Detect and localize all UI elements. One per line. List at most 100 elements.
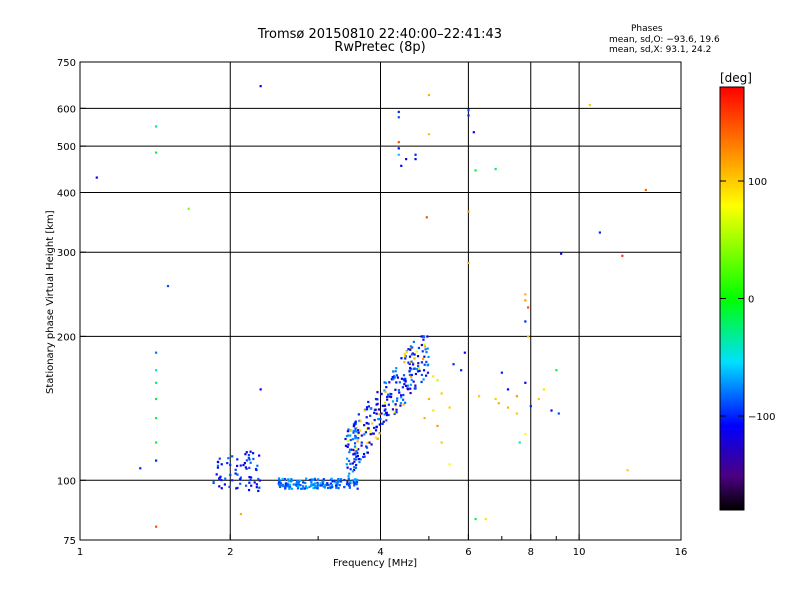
data-point — [234, 468, 237, 471]
data-point — [484, 517, 487, 521]
data-point — [384, 390, 387, 393]
data-point — [235, 487, 238, 490]
data-point — [376, 391, 379, 394]
data-point — [218, 485, 221, 488]
data-point — [410, 360, 413, 363]
data-point — [529, 405, 532, 408]
data-point — [413, 357, 416, 360]
axis-ticks: 1 2 4 6 8 10 16 75 100 200 300 400 500 600 750 — [57, 58, 687, 558]
data-point — [249, 450, 252, 453]
data-point — [353, 468, 356, 472]
data-point — [239, 513, 243, 516]
data-point — [289, 480, 293, 483]
data-point — [497, 402, 500, 405]
data-point — [257, 489, 260, 493]
data-point — [355, 480, 359, 484]
data-point — [356, 487, 359, 490]
data-point — [226, 461, 229, 465]
data-point — [426, 335, 429, 338]
data-point — [396, 376, 400, 379]
data-point — [257, 477, 260, 481]
data-point — [409, 366, 412, 370]
data-point — [359, 458, 362, 461]
data-point — [423, 416, 426, 420]
data-point — [363, 433, 366, 436]
data-point — [278, 483, 281, 487]
data-point — [410, 378, 413, 381]
data-point — [415, 368, 418, 371]
data-point — [354, 422, 357, 426]
data-point — [425, 374, 428, 377]
data-point — [393, 376, 396, 379]
data-point — [467, 261, 470, 265]
data-point — [392, 374, 396, 378]
data-point — [323, 486, 327, 489]
data-point — [216, 464, 220, 467]
data-point — [411, 362, 415, 365]
data-point — [331, 485, 334, 489]
data-point — [448, 406, 451, 409]
data-point — [385, 411, 388, 415]
data-point — [216, 460, 220, 464]
data-point — [333, 479, 336, 482]
data-point — [420, 343, 423, 347]
data-point — [399, 394, 403, 397]
data-point — [415, 350, 418, 353]
data-point — [412, 363, 415, 366]
data-point — [403, 383, 406, 386]
data-point — [299, 484, 302, 487]
data-point — [314, 485, 317, 488]
data-point — [366, 451, 369, 454]
data-point — [336, 479, 340, 482]
data-point — [243, 461, 246, 465]
grid-lines — [80, 62, 681, 540]
data-point — [326, 486, 330, 490]
data-point — [550, 409, 553, 412]
data-point — [425, 360, 428, 364]
data-point — [420, 373, 424, 377]
data-point — [394, 404, 397, 407]
data-point — [355, 458, 358, 461]
data-point — [398, 391, 401, 394]
data-point — [413, 353, 416, 356]
data-point — [383, 389, 386, 392]
data-point — [402, 403, 405, 406]
data-point — [388, 381, 391, 384]
data-point — [349, 429, 352, 432]
data-point — [474, 517, 477, 521]
data-point — [398, 381, 401, 384]
data-point — [383, 409, 386, 412]
data-point — [414, 153, 417, 156]
data-point — [310, 478, 313, 481]
data-point — [402, 374, 406, 377]
data-point — [420, 380, 423, 384]
data-point — [248, 481, 251, 484]
data-point — [524, 432, 527, 436]
y-tick-label: 200 — [57, 332, 76, 343]
data-point — [337, 478, 340, 481]
data-point — [397, 153, 400, 156]
data-point — [244, 453, 247, 456]
data-point — [356, 454, 359, 458]
data-point — [400, 396, 403, 399]
data-point — [359, 429, 362, 432]
data-point — [255, 486, 258, 489]
data-point — [391, 376, 394, 379]
data-point — [249, 461, 252, 464]
y-tick-label: 400 — [57, 188, 76, 199]
data-point — [397, 141, 400, 144]
data-point — [355, 483, 358, 486]
data-point — [353, 484, 356, 487]
data-point — [367, 400, 370, 404]
data-point — [355, 447, 358, 450]
data-point — [348, 451, 351, 454]
data-point — [371, 422, 374, 425]
data-point — [155, 441, 158, 444]
data-point — [356, 440, 359, 443]
data-point — [412, 340, 415, 344]
data-point — [364, 431, 368, 434]
data-point — [304, 485, 308, 488]
data-point — [377, 418, 380, 421]
data-point — [524, 299, 527, 302]
data-point — [402, 393, 405, 397]
